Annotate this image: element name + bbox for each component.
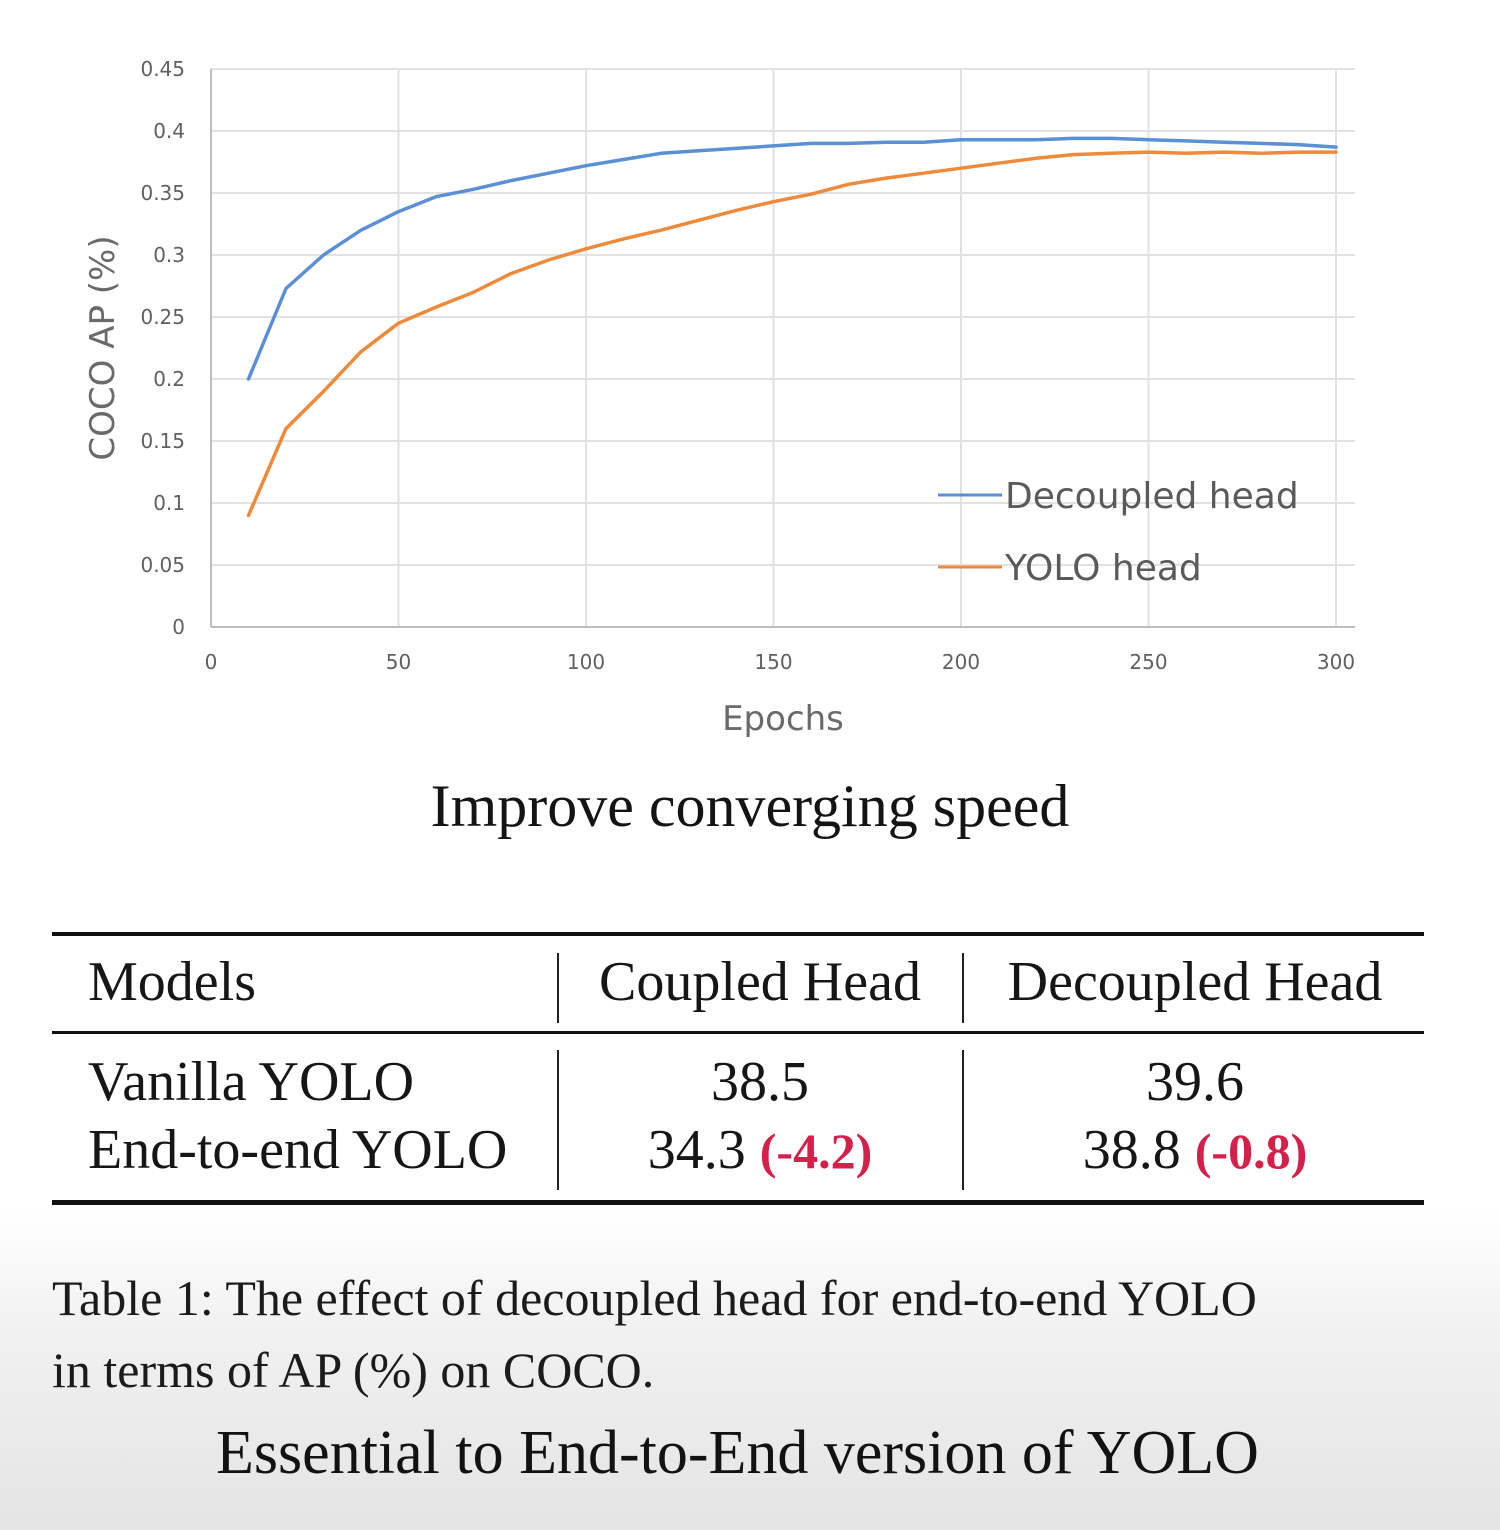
cell-delta: (-0.8) bbox=[1194, 1123, 1308, 1179]
y-tick-label: 0.05 bbox=[140, 553, 185, 577]
table-cell-coupled: 38.5 bbox=[560, 1050, 960, 1114]
x-tick-label: 100 bbox=[567, 650, 605, 674]
legend-label-yolo: YOLO head bbox=[1004, 548, 1202, 589]
x-axis-label: Epochs bbox=[722, 699, 844, 739]
chart-legend: Decoupled head YOLO head bbox=[938, 476, 1299, 589]
x-tick-label: 50 bbox=[386, 650, 411, 674]
table-header-models: Models bbox=[88, 951, 256, 1013]
footer-title: Essential to End-to-End version of YOLO bbox=[216, 1419, 1259, 1487]
table-cell-decoupled: 38.8 (-0.8) bbox=[965, 1118, 1425, 1182]
y-tick-label: 0.3 bbox=[153, 243, 185, 267]
y-tick-label: 0.15 bbox=[140, 429, 185, 453]
line-chart: 0 0.05 0.1 0.15 0.2 0.25 0.3 0.35 0.4 0.45 0 50 100… bbox=[83, 57, 1355, 739]
table-caption-line: Table 1: The effect of decoupled head fo… bbox=[52, 1270, 1257, 1326]
x-tick-label: 0 bbox=[205, 650, 218, 674]
figure-caption: Improve converging speed bbox=[430, 773, 1070, 839]
y-tick-label: 0.4 bbox=[153, 119, 185, 143]
cell-value: 38.8 bbox=[1082, 1119, 1181, 1181]
table-bottom-rule bbox=[52, 1200, 1424, 1205]
table-caption-line: in terms of AP (%) on COCO. bbox=[52, 1342, 655, 1398]
y-tick-labels: 0 0.05 0.1 0.15 0.2 0.25 0.3 0.35 0.4 0.45 bbox=[140, 57, 185, 639]
table-row-model: End-to-end YOLO bbox=[88, 1119, 508, 1181]
table-col-separator bbox=[557, 953, 559, 1023]
table-header-coupled: Coupled Head bbox=[599, 951, 921, 1013]
x-tick-label: 200 bbox=[942, 650, 980, 674]
y-tick-label: 0.2 bbox=[153, 367, 185, 391]
table-cell-coupled: 34.3 (-4.2) bbox=[560, 1118, 960, 1182]
x-tick-label: 300 bbox=[1317, 650, 1355, 674]
y-tick-label: 0.45 bbox=[140, 57, 185, 81]
cell-value: 39.6 bbox=[1146, 1051, 1244, 1113]
y-tick-label: 0 bbox=[172, 615, 185, 639]
y-tick-label: 0.25 bbox=[140, 305, 185, 329]
chart-axes bbox=[210, 69, 1355, 628]
x-tick-label: 250 bbox=[1129, 650, 1167, 674]
y-tick-label: 0.1 bbox=[153, 491, 185, 515]
table-top-rule bbox=[52, 932, 1424, 936]
cell-delta: (-4.2) bbox=[759, 1123, 873, 1179]
cell-value: 34.3 bbox=[647, 1119, 746, 1181]
table-col-separator bbox=[962, 953, 964, 1023]
table-cell-decoupled: 39.6 bbox=[965, 1050, 1425, 1114]
x-tick-label: 150 bbox=[754, 650, 792, 674]
series-lines bbox=[246, 136, 1338, 518]
y-axis-label: COCO AP (%) bbox=[83, 235, 123, 460]
table-header-rule bbox=[52, 1031, 1424, 1034]
table-caption: Table 1: The effect of decoupled head fo… bbox=[52, 1262, 1432, 1406]
series-line-yolo-head bbox=[246, 150, 1338, 518]
y-tick-label: 0.35 bbox=[140, 181, 185, 205]
cell-value: 38.5 bbox=[711, 1051, 809, 1113]
x-tick-labels: 0 50 100 150 200 250 300 bbox=[205, 650, 1355, 674]
chart-gridlines bbox=[211, 68, 1355, 627]
legend-label-decoupled: Decoupled head bbox=[1005, 476, 1299, 517]
series-line-decoupled-head bbox=[246, 136, 1338, 381]
table-header-decoupled: Decoupled Head bbox=[1007, 951, 1383, 1013]
table-row-model: Vanilla YOLO bbox=[88, 1051, 415, 1113]
table-col-separator bbox=[557, 1050, 559, 1190]
table-col-separator bbox=[962, 1050, 964, 1190]
